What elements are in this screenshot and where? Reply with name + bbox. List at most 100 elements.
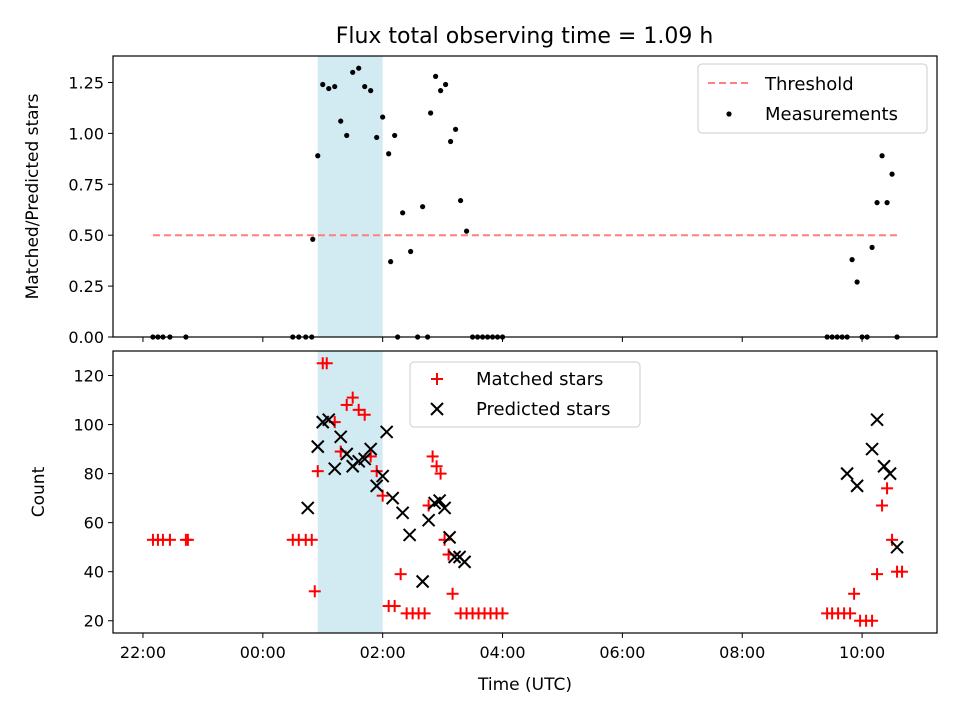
matched-star-marker (434, 467, 447, 480)
measurement-point (447, 138, 454, 145)
matched-star-marker (346, 391, 359, 404)
predicted-star-marker (334, 430, 348, 444)
count-plot-frame (112, 350, 938, 634)
ratio-y-tick-label: 1.00 (68, 124, 104, 143)
measurement-point (452, 126, 459, 132)
matched-star-marker (430, 460, 443, 473)
predicted-star-marker (375, 469, 390, 483)
matched-star-marker (876, 499, 889, 512)
predicted-star-marker (385, 491, 400, 505)
measurement-point (433, 73, 439, 79)
predicted-star-marker (311, 439, 325, 454)
measurement-point (849, 257, 855, 263)
measurement-point (380, 114, 386, 120)
matched-star-marker (181, 533, 194, 546)
ratio-y-tick-label: 0.25 (68, 277, 104, 296)
measurement-point (420, 204, 426, 210)
legend-threshold-label: Threshold (764, 74, 854, 95)
measurement-point (320, 81, 326, 88)
legend-measurements-swatch (726, 111, 732, 117)
measurement-point (874, 200, 880, 206)
predicted-star-marker (870, 412, 884, 427)
legend-predicted-swatch (430, 402, 444, 416)
ratio-plot: 0.00 0.25 0.50 0.75 1.00 1.25 Matched/Predict… (23, 55, 938, 347)
predicted-star-marker (850, 479, 864, 493)
predicted-star-marker (883, 466, 897, 481)
predicted-star-marker (421, 513, 436, 527)
measurement-point (315, 153, 321, 159)
measurement-point (338, 118, 344, 124)
measurement-point (326, 85, 332, 92)
measurement-point (350, 69, 356, 75)
count-plot: 20 40 60 80 100 120 22:00 00:00 02:00 04:00 06:00… (29, 350, 938, 695)
predicted-star-marker (442, 530, 457, 545)
matched-star-marker (871, 568, 884, 581)
predicted-star-marker (840, 466, 854, 481)
measurement-point (310, 236, 316, 242)
measurement-point (442, 81, 449, 88)
measurement-point (428, 110, 434, 116)
ratio-plot-frame (112, 55, 938, 338)
measurement-point (368, 88, 374, 94)
ratio-y-axis-label: Matched/Predicted stars (23, 93, 43, 299)
count-y-tick-label: 40 (84, 563, 104, 582)
matched-star-marker (866, 614, 879, 627)
count-y-tick-label: 120 (73, 367, 104, 386)
predicted-star-marker (369, 479, 384, 493)
measurement-point (344, 132, 350, 139)
count-legend: Matched stars Predicted stars (409, 361, 641, 428)
measurement-point (438, 88, 444, 94)
measurement-point (356, 65, 362, 71)
predicted-star-marker (865, 442, 879, 456)
observing-window-shade-bottom (317, 351, 383, 633)
legend-matched-label: Matched stars (476, 369, 603, 390)
measurement-point (362, 83, 368, 90)
matched-star-marker (446, 587, 459, 600)
predicted-star-marker (340, 447, 354, 461)
matched-star-marker (311, 465, 324, 478)
matched-star-marker (848, 587, 861, 600)
ratio-y-tick-label: 0.00 (68, 328, 104, 347)
measurement-point (408, 248, 414, 255)
matched-star-marker (340, 398, 353, 411)
matched-star-marker (844, 607, 857, 620)
measurement-point (388, 259, 394, 265)
predicted-star-marker (322, 412, 336, 427)
count-y-tick-label: 100 (73, 416, 104, 435)
predicted-star-marker (357, 452, 372, 466)
matched-star-marker (394, 568, 407, 581)
legend-measurements-label: Measurements (765, 104, 898, 125)
measurement-point (463, 228, 470, 234)
matched-star-marker (438, 533, 451, 546)
count-y-tick-label: 20 (84, 612, 104, 631)
predicted-star-marker (379, 425, 394, 439)
matched-star-marker (305, 533, 318, 546)
chart-title: Flux total observing time = 1.09 h (336, 24, 714, 49)
predicted-star-marker (328, 461, 342, 476)
legend-predicted-label: Predicted stars (476, 399, 610, 420)
measurement-point (386, 151, 392, 157)
measurement-point (889, 171, 895, 177)
measurement-point (374, 134, 380, 141)
measurement-point (457, 197, 464, 204)
matched-star-marker (358, 408, 371, 421)
predicted-star-marker (415, 574, 430, 589)
matched-star-marker (881, 482, 894, 495)
matched-star-marker (896, 565, 909, 578)
count-y-axis-label: Count (29, 466, 49, 517)
matched-star-marker (496, 607, 509, 620)
x-tick-label: 00:00 (240, 643, 286, 662)
predicted-star-marker (363, 442, 378, 456)
predicted-star-marker (432, 493, 447, 508)
count-y-tick-label: 60 (84, 514, 104, 533)
x-tick-label: 08:00 (719, 643, 765, 662)
predicted-star-marker (890, 540, 904, 554)
measurement-point (392, 132, 398, 139)
matched-star-marker (426, 450, 439, 463)
measurement-point (400, 210, 406, 216)
matched-star-marker (886, 533, 899, 546)
predicted-star-marker (457, 555, 472, 569)
measurement-point (879, 153, 885, 159)
matched-star-marker (388, 600, 401, 613)
